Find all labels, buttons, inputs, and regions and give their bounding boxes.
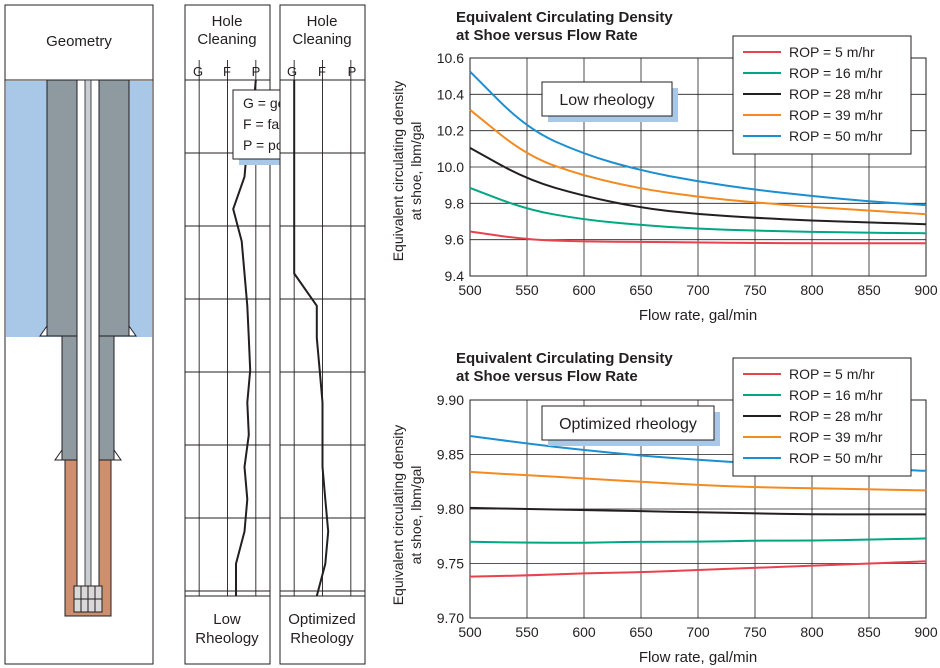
x-tick-label: 850 xyxy=(857,624,881,640)
series-line xyxy=(469,470,927,492)
chart1-ylabel-line2: at shoe, lbm/gal xyxy=(408,122,424,221)
x-tick-label: 900 xyxy=(914,624,938,640)
legend-label: ROP = 50 m/hr xyxy=(789,450,883,466)
x-tick-label: 850 xyxy=(857,282,881,298)
series-line xyxy=(469,506,926,516)
legend-label: ROP = 28 m/hr xyxy=(789,408,883,424)
x-tick-label: 550 xyxy=(515,624,539,640)
hc-opt-label-line2: Rheology xyxy=(290,630,354,647)
legend-label: ROP = 39 m/hr xyxy=(789,429,883,445)
chart1-xlabel: Flow rate, gal/min xyxy=(639,307,757,324)
y-tick-label: 9.85 xyxy=(437,447,464,463)
x-tick-label: 550 xyxy=(515,282,539,298)
geometry-title: Geometry xyxy=(46,33,112,50)
x-tick-label: 800 xyxy=(800,624,824,640)
x-tick-label: 500 xyxy=(458,282,482,298)
ecd-chart-optimized-rheology: Equivalent Circulating Density at Shoe v… xyxy=(390,350,938,666)
series-line xyxy=(469,70,927,207)
legend-label: ROP = 39 m/hr xyxy=(789,107,883,123)
series-line xyxy=(469,109,927,216)
plot-frame xyxy=(469,57,927,277)
hc-low-label-line2: Rheology xyxy=(195,630,259,647)
x-tick-label: 900 xyxy=(914,282,938,298)
legend-label: ROP = 5 m/hr xyxy=(789,366,875,382)
hc-low-profile-line xyxy=(232,79,257,596)
y-tick-label: 9.70 xyxy=(437,610,464,626)
chart2-ylabel-line2: at shoe, lbm/gal xyxy=(408,466,424,565)
y-tick-label: 9.8 xyxy=(445,195,465,211)
x-tick-label: 750 xyxy=(743,624,767,640)
hc-low-header-line2: Cleaning xyxy=(197,31,256,48)
hc-opt-scale-g: G xyxy=(287,64,297,79)
y-tick-label: 10.0 xyxy=(437,159,464,175)
series-line xyxy=(469,560,927,578)
legend-label: ROP = 16 m/hr xyxy=(789,387,883,403)
y-tick-label: 9.6 xyxy=(445,232,465,248)
casing-shoe-right xyxy=(128,324,137,337)
x-tick-label: 650 xyxy=(629,282,653,298)
inner-shoe-right xyxy=(113,448,122,461)
hole-cleaning-optimized-panel: Hole Cleaning G F P Optimized Rheology xyxy=(279,4,366,665)
ecd-chart-low-rheology: Equivalent Circulating Density at Shoe v… xyxy=(390,9,938,324)
annotation-box xyxy=(541,81,673,117)
x-tick-label: 800 xyxy=(800,282,824,298)
series-line xyxy=(469,186,927,235)
x-tick-label: 650 xyxy=(629,624,653,640)
hole-cleaning-low-panel: Hole Cleaning G F P Low Rheology G = goo… xyxy=(184,4,320,665)
hc-key-fair: F = fair xyxy=(243,116,287,132)
legend-label: ROP = 5 m/hr xyxy=(789,44,875,60)
x-tick-label: 600 xyxy=(572,624,596,640)
y-tick-label: 9.90 xyxy=(437,392,464,408)
x-tick-label: 500 xyxy=(458,624,482,640)
y-tick-label: 9.80 xyxy=(437,501,464,517)
y-tick-label: 10.6 xyxy=(437,50,464,66)
series-line xyxy=(469,537,927,544)
y-tick-label: 9.4 xyxy=(445,268,465,284)
x-tick-label: 750 xyxy=(743,282,767,298)
series-line xyxy=(469,230,926,245)
x-tick-label: 600 xyxy=(572,282,596,298)
hc-low-scale-f: F xyxy=(223,64,231,79)
casing-shoe-left xyxy=(39,324,48,337)
hc-low-header-line1: Hole xyxy=(212,13,243,30)
chart2-xlabel: Flow rate, gal/min xyxy=(639,649,757,666)
y-tick-label: 10.4 xyxy=(437,86,464,102)
legend-label: ROP = 16 m/hr xyxy=(789,65,883,81)
hc-low-label-line1: Low xyxy=(213,611,241,628)
drillpipe-bore xyxy=(84,79,92,601)
legend-label: ROP = 50 m/hr xyxy=(789,128,883,144)
rheology-annotation: Low rheology xyxy=(559,92,654,109)
y-tick-label: 9.75 xyxy=(437,556,464,572)
inner-shoe-left xyxy=(54,448,63,461)
hc-opt-scale-p: P xyxy=(348,64,357,79)
chart2-ylabel-line1: Equivalent circulating density xyxy=(390,425,406,606)
geometry-panel: Geometry xyxy=(4,4,154,665)
hc-opt-profile-line xyxy=(293,80,330,597)
chart1-ylabel-line1: Equivalent circulating density xyxy=(390,81,406,262)
rheology-annotation: Optimized rheology xyxy=(559,416,697,433)
hc-opt-header-line1: Hole xyxy=(307,13,338,30)
hc-opt-label-line1: Optimized xyxy=(288,611,356,628)
hc-opt-scale-f: F xyxy=(318,64,326,79)
chart2-title-line2: at Shoe versus Flow Rate xyxy=(456,368,638,385)
chart2-title-line1: Equivalent Circulating Density xyxy=(456,350,673,367)
hc-low-grid xyxy=(185,60,270,596)
x-tick-label: 700 xyxy=(686,282,710,298)
hc-opt-header-line2: Cleaning xyxy=(292,31,351,48)
y-tick-label: 10.2 xyxy=(437,123,464,139)
legend-label: ROP = 28 m/hr xyxy=(789,86,883,102)
annotation-box xyxy=(541,405,715,441)
hc-low-scale-g: G xyxy=(193,64,203,79)
series-line xyxy=(469,147,927,226)
plot-frame xyxy=(469,399,927,619)
x-tick-label: 700 xyxy=(686,624,710,640)
chart1-title-line1: Equivalent Circulating Density xyxy=(456,9,673,26)
chart1-title-line2: at Shoe versus Flow Rate xyxy=(456,27,638,44)
